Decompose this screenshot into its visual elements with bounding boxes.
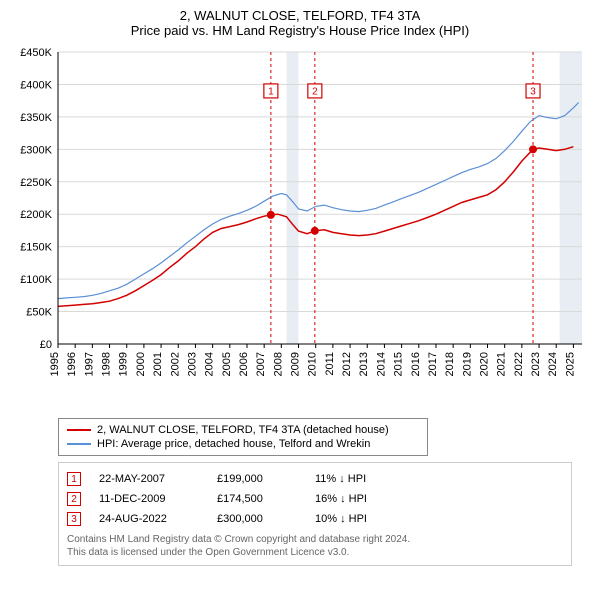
- svg-text:1999: 1999: [118, 352, 130, 376]
- svg-text:2009: 2009: [290, 352, 302, 376]
- svg-text:2003: 2003: [186, 352, 198, 376]
- svg-text:2024: 2024: [547, 352, 559, 376]
- svg-text:2002: 2002: [169, 352, 181, 376]
- event-row: 1 22-MAY-2007 £199,000 11% ↓ HPI: [67, 469, 563, 489]
- svg-text:£450K: £450K: [20, 47, 52, 59]
- svg-text:2001: 2001: [152, 352, 164, 376]
- svg-text:2014: 2014: [375, 352, 387, 376]
- title-address: 2, WALNUT CLOSE, TELFORD, TF4 3TA: [8, 8, 592, 23]
- legend-label: 2, WALNUT CLOSE, TELFORD, TF4 3TA (detac…: [97, 424, 389, 436]
- event-date: 24-AUG-2022: [99, 513, 199, 525]
- footnote: Contains HM Land Registry data © Crown c…: [67, 533, 563, 559]
- svg-text:1998: 1998: [101, 352, 113, 376]
- svg-text:3: 3: [530, 87, 536, 98]
- event-badge: 3: [67, 512, 81, 526]
- event-price: £300,000: [217, 513, 297, 525]
- title-subtitle: Price paid vs. HM Land Registry's House …: [8, 23, 592, 38]
- svg-text:2004: 2004: [204, 352, 216, 376]
- svg-text:2017: 2017: [427, 352, 439, 376]
- chart-svg: £0 £50K £100K £150K £200K £250K £300K £350K £400…: [8, 44, 592, 414]
- svg-text:£200K: £200K: [20, 209, 52, 221]
- footnote-line: Contains HM Land Registry data © Crown c…: [67, 533, 563, 546]
- svg-text:£100K: £100K: [20, 274, 52, 286]
- event-hpi: 16% ↓ HPI: [315, 493, 367, 505]
- svg-text:2007: 2007: [255, 352, 267, 376]
- svg-text:£150K: £150K: [20, 242, 52, 254]
- chart-title: 2, WALNUT CLOSE, TELFORD, TF4 3TA Price …: [8, 8, 592, 38]
- svg-text:2016: 2016: [410, 352, 422, 376]
- svg-text:£400K: £400K: [20, 79, 52, 91]
- svg-text:£350K: £350K: [20, 112, 52, 124]
- svg-text:2005: 2005: [221, 352, 233, 376]
- svg-text:£50K: £50K: [26, 307, 52, 319]
- legend: 2, WALNUT CLOSE, TELFORD, TF4 3TA (detac…: [58, 418, 428, 456]
- svg-text:2012: 2012: [341, 352, 353, 376]
- svg-text:1: 1: [268, 87, 274, 98]
- event-date: 22-MAY-2007: [99, 473, 199, 485]
- svg-text:2025: 2025: [564, 352, 576, 376]
- svg-text:2010: 2010: [307, 352, 319, 376]
- svg-text:2019: 2019: [461, 352, 473, 376]
- svg-text:2020: 2020: [479, 352, 491, 376]
- svg-text:2013: 2013: [358, 352, 370, 376]
- svg-text:£0: £0: [40, 339, 52, 351]
- event-date: 11-DEC-2009: [99, 493, 199, 505]
- svg-text:1997: 1997: [83, 352, 95, 376]
- svg-text:2015: 2015: [393, 352, 405, 376]
- event-badge: 2: [67, 492, 81, 506]
- svg-text:£300K: £300K: [20, 144, 52, 156]
- legend-swatch-blue: [67, 443, 91, 445]
- chart-area: £0 £50K £100K £150K £200K £250K £300K £350K £400…: [8, 44, 592, 414]
- svg-text:£250K: £250K: [20, 177, 52, 189]
- svg-text:2018: 2018: [444, 352, 456, 376]
- svg-text:2: 2: [312, 87, 318, 98]
- legend-row: HPI: Average price, detached house, Telf…: [67, 437, 419, 451]
- event-price: £199,000: [217, 473, 297, 485]
- event-price: £174,500: [217, 493, 297, 505]
- svg-text:1996: 1996: [66, 352, 78, 376]
- event-badge: 1: [67, 472, 81, 486]
- legend-row: 2, WALNUT CLOSE, TELFORD, TF4 3TA (detac…: [67, 423, 419, 437]
- svg-text:2000: 2000: [135, 352, 147, 376]
- legend-label: HPI: Average price, detached house, Telf…: [97, 438, 370, 450]
- svg-text:2006: 2006: [238, 352, 250, 376]
- legend-swatch-red: [67, 429, 91, 431]
- footnote-line: This data is licensed under the Open Gov…: [67, 546, 563, 559]
- event-hpi: 10% ↓ HPI: [315, 513, 367, 525]
- event-row: 2 11-DEC-2009 £174,500 16% ↓ HPI: [67, 489, 563, 509]
- svg-text:1995: 1995: [49, 352, 61, 376]
- svg-text:2008: 2008: [272, 352, 284, 376]
- event-row: 3 24-AUG-2022 £300,000 10% ↓ HPI: [67, 509, 563, 529]
- svg-text:2022: 2022: [513, 352, 525, 376]
- svg-text:2011: 2011: [324, 352, 336, 376]
- svg-text:2021: 2021: [496, 352, 508, 376]
- svg-text:2023: 2023: [530, 352, 542, 376]
- event-hpi: 11% ↓ HPI: [315, 473, 366, 485]
- events-table: 1 22-MAY-2007 £199,000 11% ↓ HPI 2 11-DE…: [58, 462, 572, 566]
